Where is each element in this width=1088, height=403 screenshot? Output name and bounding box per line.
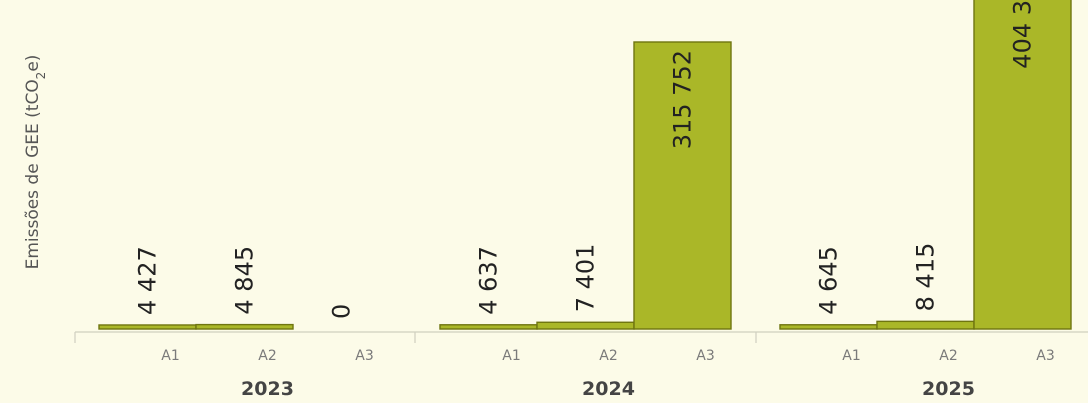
y-axis-title-subscript: 2 xyxy=(34,72,48,80)
value-label-2025-a3: 404 385 xyxy=(1009,0,1037,69)
bar-2025-a1 xyxy=(779,324,878,330)
bar-2024-a1 xyxy=(439,324,538,330)
value-label-2025-a2: 8 415 xyxy=(912,243,940,312)
bar-2024-a3 xyxy=(633,41,732,330)
bar-2023-a2 xyxy=(195,323,294,330)
group-label-2023: 2023 xyxy=(241,378,294,400)
group-label-2024: 2024 xyxy=(582,378,635,400)
category-tick-label: A3 xyxy=(1036,348,1054,364)
value-label-2024-a2: 7 401 xyxy=(572,244,600,313)
value-label-2024-a3: 315 752 xyxy=(669,50,697,149)
value-label-2023-a1: 4 427 xyxy=(134,246,162,315)
category-tick-label: A2 xyxy=(939,348,957,364)
bar-2023-a1 xyxy=(98,324,197,330)
category-tick-label: A3 xyxy=(696,348,714,364)
bar-2025-a3 xyxy=(973,0,1072,330)
y-axis-title: Emissões de GEE (tCO2e) xyxy=(23,55,48,270)
category-tick-label: A3 xyxy=(355,348,373,364)
category-tick-label: A2 xyxy=(258,348,276,364)
group-label-2025: 2025 xyxy=(922,378,975,400)
value-label-2023-a3: 0 xyxy=(328,304,356,319)
value-label-2025-a1: 4 645 xyxy=(815,246,843,315)
bar-2025-a2 xyxy=(876,320,975,330)
value-label-2023-a2: 4 845 xyxy=(231,246,259,315)
category-tick-label: A1 xyxy=(842,348,860,364)
category-tick-label: A1 xyxy=(502,348,520,364)
y-axis-title-end: e) xyxy=(23,55,43,72)
value-label-2024-a1: 4 637 xyxy=(475,246,503,315)
bar-2024-a2 xyxy=(536,321,635,330)
category-tick-label: A2 xyxy=(599,348,617,364)
category-tick-label: A1 xyxy=(161,348,179,364)
y-axis-title-main: Emissões de GEE (tCO xyxy=(23,79,43,269)
